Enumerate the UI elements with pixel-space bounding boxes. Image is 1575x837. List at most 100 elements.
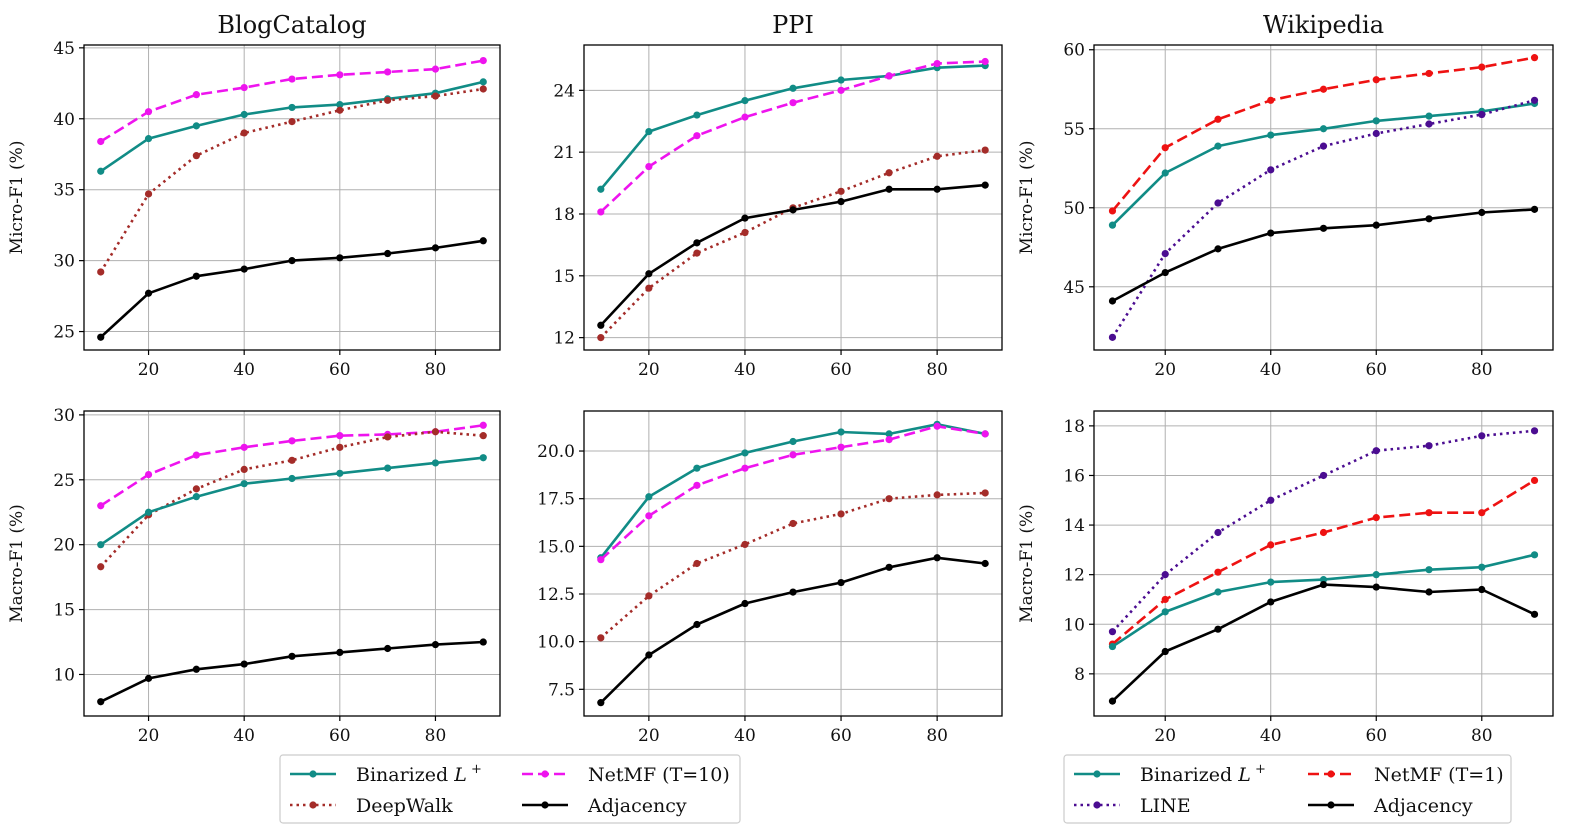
data-point xyxy=(1530,551,1539,559)
data-point xyxy=(1161,571,1169,579)
y-tick-label: 55 xyxy=(1063,120,1085,140)
series-binarized-l xyxy=(597,62,989,193)
legend-entry-netmf-t-1: NetMF (T=1) xyxy=(1308,764,1504,786)
data-point xyxy=(144,108,153,116)
data-point xyxy=(144,470,153,479)
data-point xyxy=(288,257,296,265)
data-point xyxy=(1319,224,1328,232)
series-netmf-t-10 xyxy=(97,57,487,146)
x-tick-label: 40 xyxy=(734,726,756,746)
data-point xyxy=(384,96,392,104)
series-deepwalk xyxy=(97,85,487,276)
data-point xyxy=(384,464,392,472)
y-tick-label: 24 xyxy=(553,81,575,101)
data-point xyxy=(1267,96,1275,104)
data-point xyxy=(479,432,487,440)
data-point xyxy=(479,237,487,245)
series-line xyxy=(599,424,986,561)
data-point xyxy=(1108,207,1117,215)
data-point xyxy=(431,92,440,100)
data-point xyxy=(1161,169,1169,177)
series-line xyxy=(1111,99,1535,339)
series-adjacency xyxy=(1108,205,1539,305)
data-point xyxy=(789,84,797,92)
data-point xyxy=(693,111,701,119)
data-point xyxy=(981,181,989,189)
y-axis-label: Micro-F1 (%) xyxy=(1017,141,1037,255)
legend-marker xyxy=(1093,770,1101,778)
data-point xyxy=(741,599,749,608)
series-line xyxy=(599,148,986,339)
data-point xyxy=(144,289,153,297)
data-point xyxy=(933,422,941,430)
series-adjacency xyxy=(1108,580,1539,705)
data-point xyxy=(144,508,153,516)
data-point xyxy=(336,71,344,79)
y-tick-label: 18 xyxy=(553,205,575,225)
x-tick-label: 40 xyxy=(1260,726,1282,746)
data-point xyxy=(693,481,701,489)
y-tick-label: 50 xyxy=(1063,199,1085,219)
chart-panel-1: 20 40 60 80 25 30 35 40 45 BlogCatalog Micro-F1 (%… xyxy=(7,11,501,380)
data-point xyxy=(1108,642,1117,651)
data-point xyxy=(288,456,296,464)
data-point xyxy=(693,464,701,472)
legend-entry-binarized-l: Binarized L + xyxy=(290,762,482,786)
data-point xyxy=(741,540,749,549)
chart-panel-4: 20 40 60 80 10 15 20 25 30 Macro-F1 (%) xyxy=(7,406,501,746)
data-point xyxy=(885,169,893,177)
data-point xyxy=(1372,514,1380,522)
legend-entry-adjacency: Adjacency xyxy=(1308,795,1473,817)
data-point xyxy=(1161,268,1169,277)
data-point xyxy=(981,489,989,497)
data-point xyxy=(1319,580,1328,589)
x-tick-label: 80 xyxy=(926,360,948,380)
y-tick-label: 20 xyxy=(53,536,75,556)
y-tick-label: 10.0 xyxy=(537,633,575,653)
series-adjacency xyxy=(597,181,989,329)
series-adjacency xyxy=(97,237,487,341)
data-point xyxy=(933,185,941,193)
x-tick-label: 60 xyxy=(329,726,351,746)
data-point xyxy=(1530,96,1539,104)
data-point xyxy=(1161,250,1169,258)
data-point xyxy=(384,68,392,76)
x-tick-label: 60 xyxy=(329,360,351,380)
chart-title: PPI xyxy=(772,11,814,39)
data-point xyxy=(1161,144,1169,152)
data-point xyxy=(431,641,440,649)
legend-entry-adjacency: Adjacency xyxy=(522,795,687,817)
x-tick-label: 60 xyxy=(1365,726,1387,746)
data-point xyxy=(1478,208,1486,217)
x-tick-label: 20 xyxy=(138,360,160,380)
data-point xyxy=(837,187,845,195)
data-point xyxy=(479,78,487,86)
data-point xyxy=(789,588,797,596)
data-point xyxy=(1108,628,1117,636)
data-point xyxy=(885,495,893,503)
series-line xyxy=(99,424,484,507)
data-point xyxy=(1319,125,1328,133)
data-point xyxy=(981,57,989,66)
legend-marker xyxy=(1327,801,1335,809)
x-tick-label: 20 xyxy=(638,726,660,746)
legend-1: Binarized L + NetMF (T=10) DeepWalk Adjacen… xyxy=(279,754,741,824)
data-point xyxy=(597,556,605,564)
data-point xyxy=(693,249,701,257)
data-point xyxy=(885,563,893,571)
data-point xyxy=(1478,585,1486,594)
x-tick-label: 60 xyxy=(830,726,852,746)
data-point xyxy=(384,433,392,441)
data-point xyxy=(336,443,344,451)
data-point xyxy=(1425,509,1433,517)
data-point xyxy=(1214,528,1222,537)
data-point xyxy=(479,421,487,429)
data-point xyxy=(1319,142,1328,150)
legend-label: Adjacency xyxy=(587,795,687,817)
axes-frame xyxy=(83,410,501,717)
y-tick-label: 15.0 xyxy=(537,537,575,557)
series-line xyxy=(1111,56,1535,212)
data-point xyxy=(933,152,941,160)
data-point xyxy=(431,459,440,467)
legend-label: DeepWalk xyxy=(356,795,453,817)
